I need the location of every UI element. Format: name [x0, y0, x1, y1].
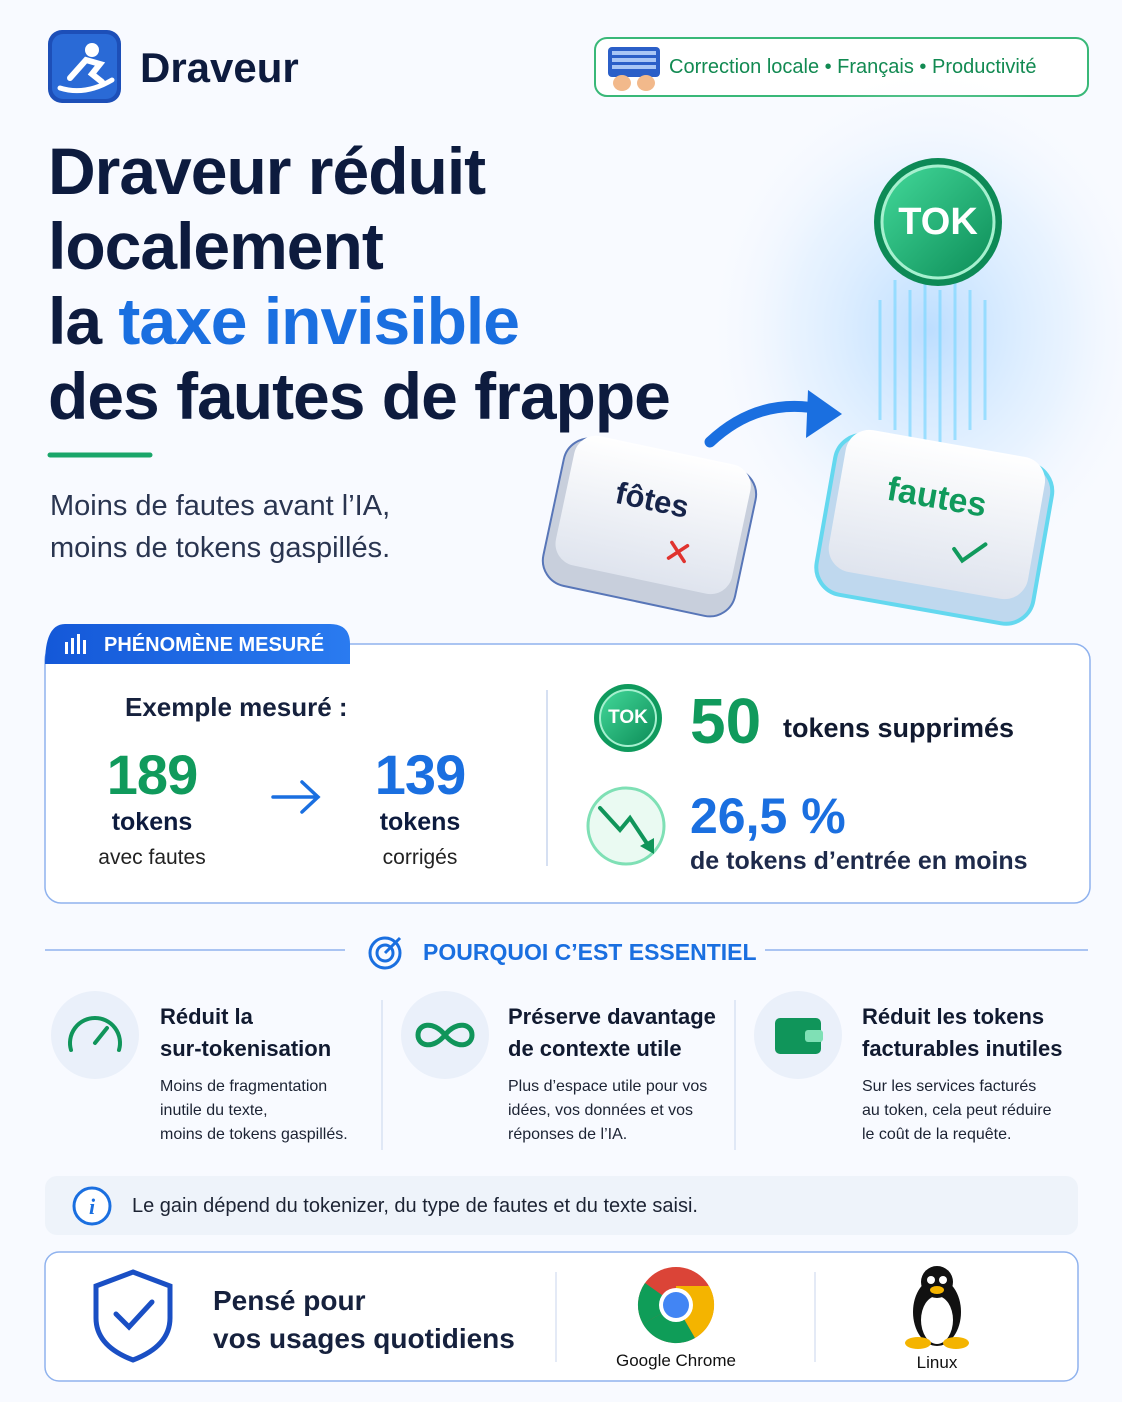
measured-box — [44, 643, 1091, 904]
item-title: sur-tokenisation — [160, 1036, 332, 1061]
arrow-icon — [271, 780, 321, 814]
icon-bg — [51, 991, 139, 1079]
info-glyph: i — [89, 1194, 96, 1219]
tab-label: PHÉNOMÈNE MESURÉ — [104, 634, 325, 656]
badge-text: Correction locale • Français • Productiv… — [669, 56, 1037, 78]
reduction-label: de tokens d’entrée en moins — [690, 847, 1028, 875]
item-text: Moins de fragmentation — [160, 1078, 328, 1095]
key-wrong: fôtes — [541, 435, 758, 618]
item-text: inutile du texte, — [160, 1102, 268, 1119]
item-text: le coût de la requête. — [862, 1126, 1012, 1143]
item-title: Réduit les tokens — [862, 1004, 1045, 1029]
after-unit: tokens — [379, 808, 461, 836]
before-value: 189 — [106, 743, 198, 806]
item-title: Réduit la — [160, 1004, 253, 1029]
after-value: 139 — [374, 743, 466, 806]
headline: des fautes de frappe — [48, 359, 671, 433]
gauge-icon — [68, 1016, 122, 1052]
item-text: moins de tokens gaspillés. — [160, 1126, 348, 1143]
after-caption: corrigés — [382, 846, 458, 869]
item-text: idées, vos données et vos — [508, 1102, 694, 1119]
item-title: de contexte utile — [508, 1036, 682, 1061]
coin-face — [880, 164, 996, 280]
trend-line — [598, 806, 652, 850]
item-text: Plus d’espace utile pour vos — [508, 1078, 708, 1095]
headline-highlight: taxe invisible — [118, 284, 520, 358]
headline: la taxe invisible — [48, 288, 520, 354]
brand: Draveur — [140, 44, 299, 91]
keyboard-icon — [608, 47, 660, 91]
footer-box — [44, 1251, 1079, 1382]
headline-prefix: la — [48, 284, 102, 358]
platform-label: Linux — [916, 1353, 958, 1372]
tux-logo — [905, 1266, 969, 1349]
key-right: fautes — [814, 429, 1055, 626]
section-heading: POURQUOI C’EST ESSENTIEL — [423, 939, 757, 965]
item-text: réponses de l’IA. — [508, 1126, 628, 1143]
trend-head — [640, 838, 654, 854]
removed-value: 50 — [690, 685, 762, 757]
removed-label: tokens supprimés — [783, 713, 1015, 743]
platform-label: Google Chrome — [615, 1351, 737, 1370]
tok-badge-face — [599, 689, 657, 747]
footer-line: vos usages quotidiens — [213, 1323, 515, 1354]
item-text: au token, cela peut réduire — [862, 1102, 1052, 1119]
note-bar — [45, 1176, 1078, 1235]
subtitle: Moins de fautes avant l’IA, — [50, 490, 391, 522]
footer-line: Pensé pour — [213, 1285, 366, 1316]
reduction-value: 26,5 % — [690, 788, 846, 844]
chrome-logo — [637, 1267, 715, 1344]
before-unit: tokens — [111, 808, 193, 836]
light-streaks — [878, 280, 987, 450]
measured-tab — [45, 624, 350, 664]
infinity-icon — [415, 1022, 475, 1048]
shield-icon — [93, 1269, 173, 1363]
info-icon — [72, 1186, 112, 1226]
item-text: Sur les services facturés — [862, 1078, 1037, 1095]
arrow-head — [806, 390, 842, 438]
before-caption: avec fautes — [98, 846, 206, 869]
subtitle: moins de tokens gaspillés. — [50, 532, 391, 564]
item-title: Préserve davantage — [508, 1004, 716, 1029]
bars-icon — [65, 634, 86, 654]
wallet-icon — [775, 1018, 823, 1054]
target-icon — [368, 936, 402, 970]
item-title: facturables inutiles — [862, 1036, 1063, 1061]
example-label: Exemple mesuré : — [125, 692, 348, 722]
headline: localement — [48, 209, 384, 283]
headline: Draveur réduit — [48, 134, 486, 208]
tok-label: TOK — [608, 707, 648, 728]
note: Le gain dépend du tokenizer, du type de … — [132, 1195, 698, 1217]
coin-label: TOK — [898, 201, 978, 243]
check — [113, 1299, 155, 1331]
logo — [48, 30, 121, 103]
